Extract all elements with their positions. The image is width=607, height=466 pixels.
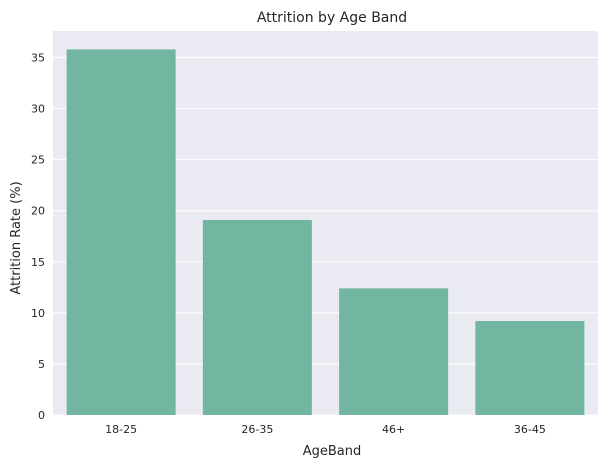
y-tick-label: 0 <box>38 409 45 422</box>
bar-18-25 <box>66 49 176 415</box>
y-tick-label: 5 <box>38 358 45 371</box>
y-axis-label: Attrition Rate (%) <box>9 181 24 294</box>
y-tick-labels: 0 5 10 15 20 25 30 35 <box>31 52 45 422</box>
chart-title: Attrition by Age Band <box>257 10 407 26</box>
x-tick-label: 36-45 <box>514 423 546 436</box>
y-tick-label: 35 <box>31 52 45 65</box>
bars <box>66 49 585 415</box>
x-tick-labels: 18-25 26-35 46+ 36-45 <box>105 423 546 436</box>
x-tick-label: 26-35 <box>241 423 273 436</box>
y-tick-label: 10 <box>31 307 45 320</box>
bar-26-35 <box>202 219 312 415</box>
bar-46+ <box>339 288 449 415</box>
y-tick-label: 30 <box>31 103 45 116</box>
y-tick-label: 25 <box>31 154 45 167</box>
y-tick-label: 20 <box>31 205 45 218</box>
y-tick-label: 15 <box>31 256 45 269</box>
x-tick-label: 46+ <box>382 423 405 436</box>
bar-36-45 <box>475 321 585 415</box>
x-axis-label: AgeBand <box>303 444 362 459</box>
x-tick-label: 18-25 <box>105 423 137 436</box>
